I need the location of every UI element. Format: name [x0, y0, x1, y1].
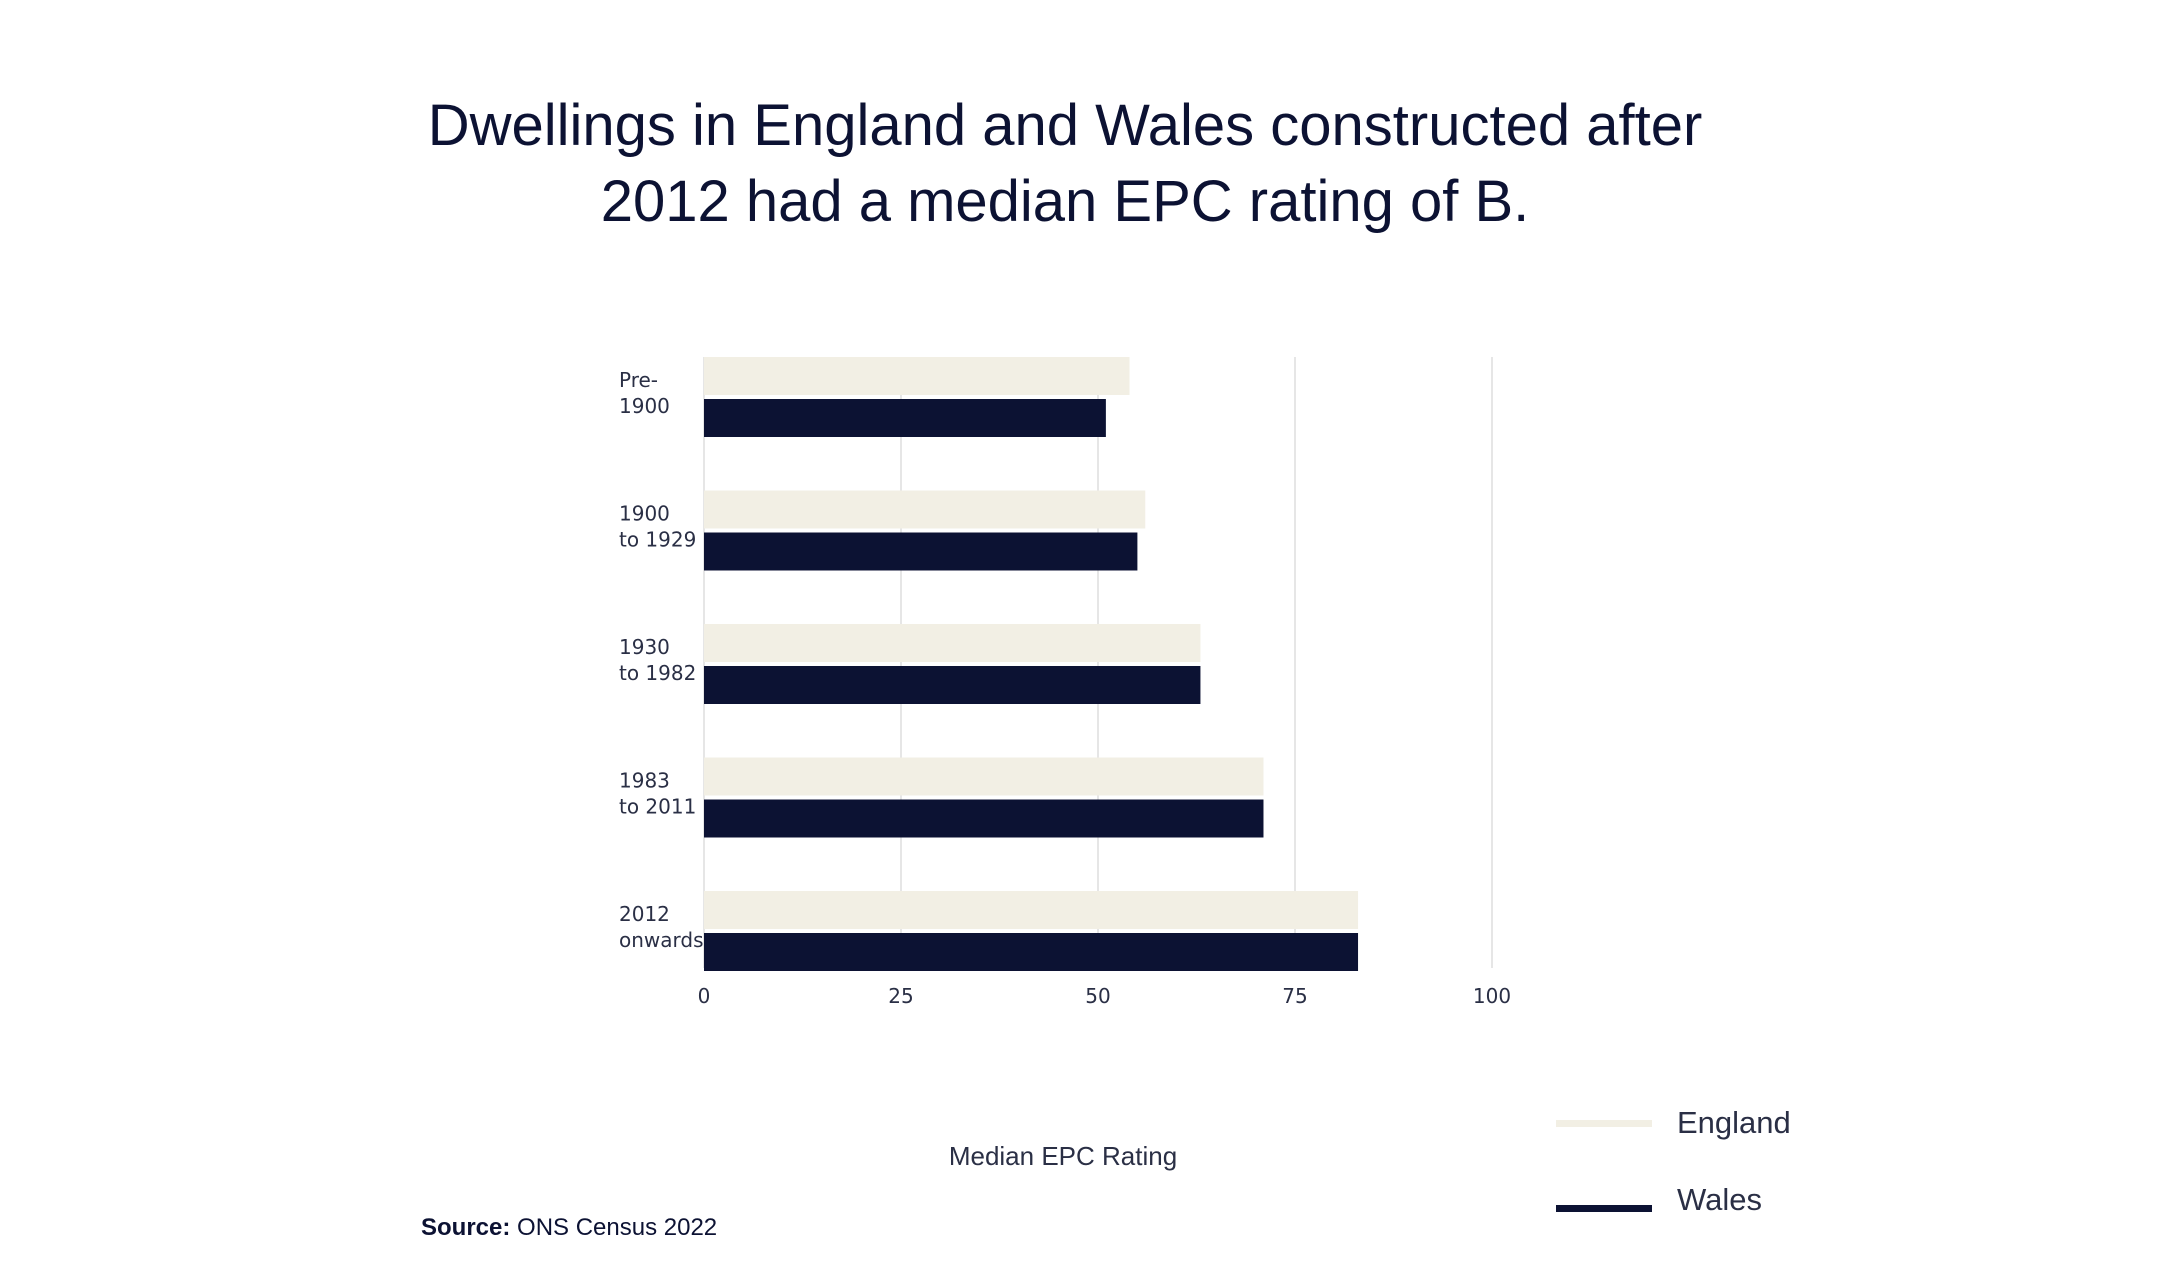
bar-wales-1	[704, 532, 1138, 571]
legend-swatch-wales	[1556, 1205, 1652, 1212]
x-tick-label-100: 100	[1473, 984, 1511, 1008]
x-axis-label: Median EPC Rating	[949, 1141, 1177, 1171]
category-label-line: onwards	[619, 928, 704, 952]
bar-wales-3	[704, 799, 1264, 838]
bar-england-3	[704, 757, 1264, 796]
legend-label-england: England	[1677, 1105, 1791, 1140]
x-tick-label-0: 0	[698, 984, 711, 1008]
bar-wales-4	[704, 933, 1359, 971]
category-label-line: 1900	[619, 502, 670, 526]
bars	[704, 357, 1359, 971]
bar-wales-0	[704, 399, 1106, 437]
legend-swatch-england	[1556, 1120, 1652, 1127]
legend-label-wales: Wales	[1677, 1182, 1762, 1217]
chart-title: Dwellings in England and Wales construct…	[0, 88, 2130, 240]
category-label-line: to 2011	[619, 795, 696, 819]
source-note: Source: ONS Census 2022	[421, 1214, 717, 1242]
category-label-4: 2012 onwards	[619, 902, 704, 952]
category-label-2: 1930 to 1982	[619, 635, 696, 685]
bar-england-1	[704, 490, 1146, 529]
source-label: Source:	[421, 1214, 511, 1241]
x-axis-ticks: 0 25 50 75 100	[698, 984, 1511, 1008]
category-label-line: 2012	[619, 902, 670, 926]
bar-england-4	[704, 891, 1359, 929]
chart-title-line-2: 2012 had a median EPC rating of B.	[600, 169, 1530, 234]
bar-england-2	[704, 624, 1201, 662]
x-tick-label-75: 75	[1282, 984, 1307, 1008]
x-tick-label-25: 25	[888, 984, 913, 1008]
source-text: ONS Census 2022	[517, 1214, 718, 1241]
category-label-line: to 1982	[619, 661, 696, 685]
x-tick-label-50: 50	[1085, 984, 1110, 1008]
gridlines	[703, 357, 1493, 968]
legend: England Wales	[1556, 1105, 1791, 1217]
chart-title-line-1: Dwellings in England and Wales construct…	[427, 93, 1703, 158]
category-label-line: 1900	[619, 394, 670, 418]
category-label-1: 1900 to 1929	[619, 502, 696, 552]
category-label-line: to 1929	[619, 528, 696, 552]
category-label-line: 1930	[619, 635, 670, 659]
category-label-line: 1983	[619, 769, 670, 793]
category-label-3: 1983 to 2011	[619, 769, 696, 819]
category-label-0: Pre-1900	[619, 368, 670, 418]
bar-england-0	[704, 357, 1130, 395]
bar-wales-2	[704, 666, 1201, 704]
category-label-line: Pre-	[619, 368, 658, 392]
